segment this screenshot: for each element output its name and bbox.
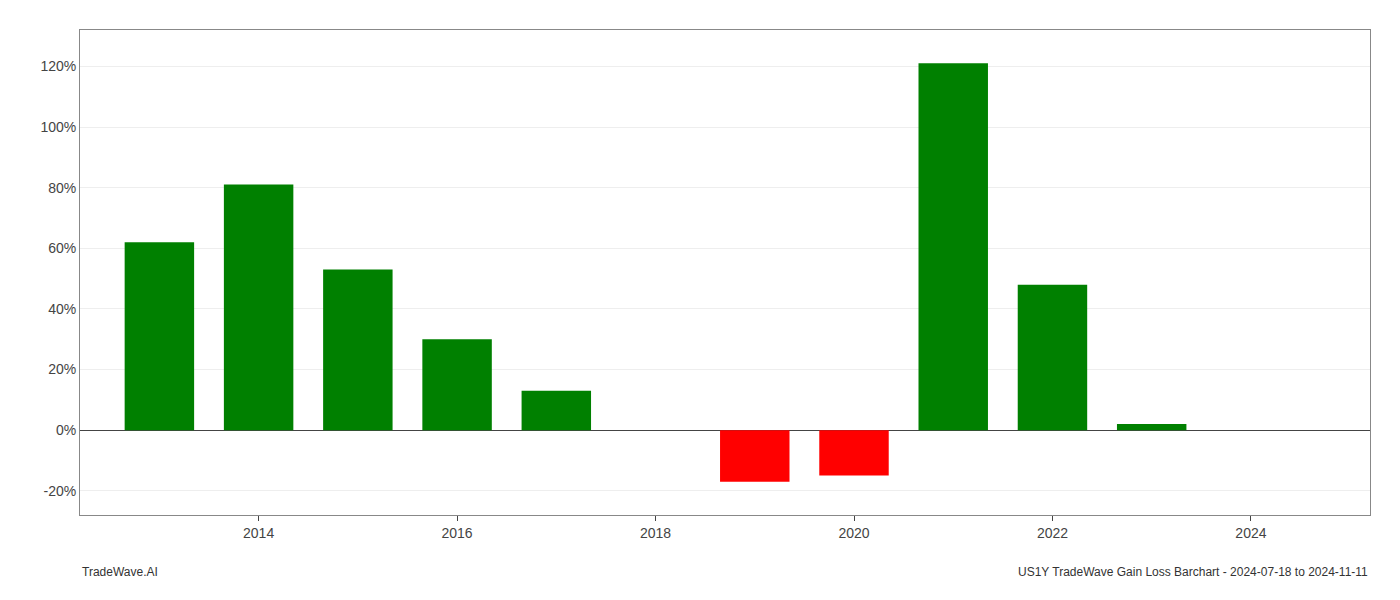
svg-text:100%: 100%: [40, 119, 76, 135]
svg-text:0%: 0%: [56, 422, 76, 438]
svg-text:80%: 80%: [48, 180, 76, 196]
svg-text:2024: 2024: [1235, 525, 1266, 541]
svg-text:-20%: -20%: [44, 483, 77, 499]
svg-text:2014: 2014: [243, 525, 274, 541]
svg-text:120%: 120%: [40, 58, 76, 74]
svg-text:2018: 2018: [640, 525, 671, 541]
svg-text:TradeWave.AI: TradeWave.AI: [82, 565, 158, 579]
svg-text:2016: 2016: [442, 525, 473, 541]
svg-text:US1Y TradeWave Gain Loss Barch: US1Y TradeWave Gain Loss Barchart - 2024…: [1018, 565, 1368, 579]
svg-text:2022: 2022: [1037, 525, 1068, 541]
svg-text:20%: 20%: [48, 361, 76, 377]
svg-text:40%: 40%: [48, 301, 76, 317]
svg-text:2020: 2020: [838, 525, 869, 541]
svg-text:60%: 60%: [48, 240, 76, 256]
